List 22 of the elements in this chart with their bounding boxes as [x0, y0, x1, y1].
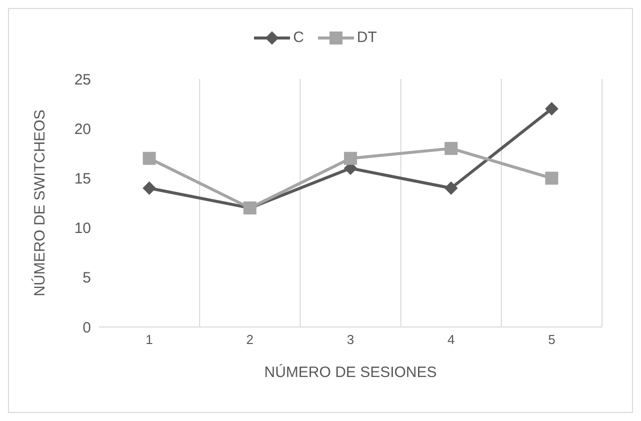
- legend-label: DT: [356, 29, 377, 46]
- y-tick-label: 0: [82, 319, 91, 336]
- point: [545, 102, 558, 116]
- point: [545, 172, 558, 185]
- point: [444, 182, 458, 195]
- x-tick-label: 5: [548, 332, 556, 348]
- point: [142, 182, 156, 195]
- x-tick-label: 3: [346, 332, 354, 348]
- y-tick-label: 25: [74, 71, 91, 88]
- y-tick-label: 5: [82, 270, 91, 287]
- y-axis-title: NÚMERO DE SWITCHEOS: [30, 110, 48, 296]
- legend-label: C: [292, 29, 304, 46]
- point: [142, 152, 156, 165]
- x-axis-title: NÚMERO DE SESIONES: [264, 363, 437, 381]
- x-tick-label: 2: [246, 332, 254, 348]
- y-tick-label: 15: [74, 170, 91, 188]
- y-tick-label: 20: [74, 120, 91, 138]
- x-tick-label: 4: [447, 332, 455, 348]
- y-tick-label: 10: [74, 220, 91, 238]
- x-tick-label: 1: [146, 332, 153, 348]
- point: [344, 152, 357, 165]
- point: [444, 142, 458, 155]
